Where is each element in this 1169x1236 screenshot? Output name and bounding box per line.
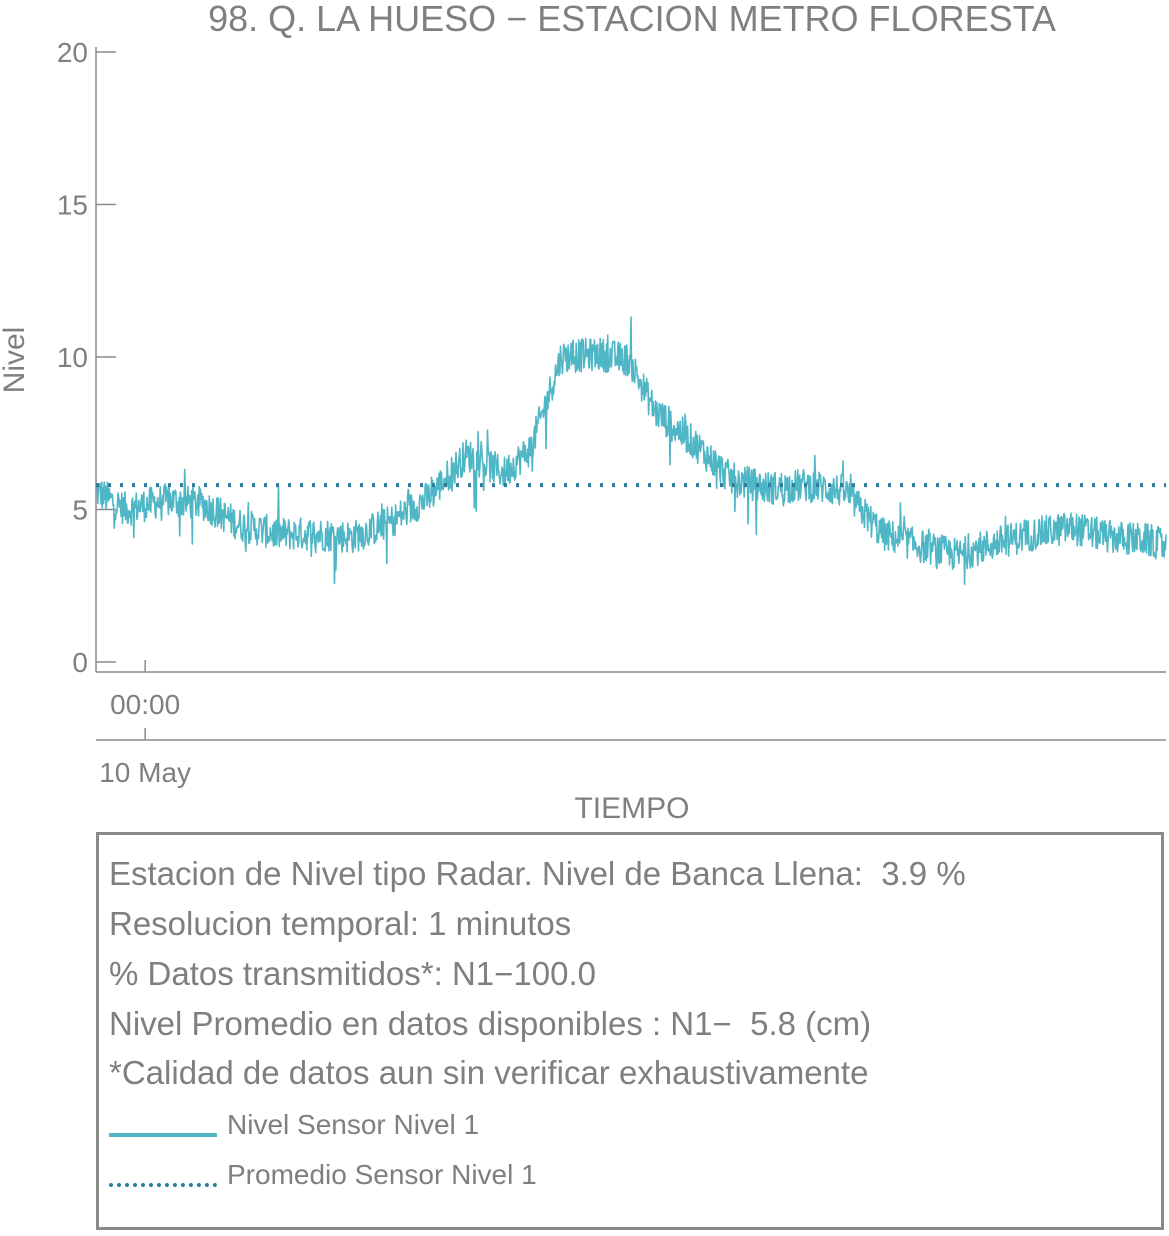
y-axis-label: Nivel — [0, 327, 31, 394]
x-axis-label: TIEMPO — [574, 792, 689, 825]
y-tick-label: 20 — [57, 37, 88, 68]
legend-swatch-average — [109, 1183, 217, 1187]
y-tick-label: 15 — [57, 190, 88, 221]
x-tick-label-date: 10 May — [99, 757, 191, 788]
y-tick-label: 0 — [72, 647, 88, 678]
series-line-nivel-sensor — [95, 316, 1167, 586]
level-chart: 98. Q. LA HUESO − ESTACION METRO FLOREST… — [0, 0, 1167, 825]
info-transmitted: % Datos transmitidos*: N1−100.0 — [109, 955, 596, 992]
x-tick-label-time: 00:00 — [110, 689, 180, 720]
info-station-type: Estacion de Nivel tipo Radar. Nivel de B… — [109, 855, 966, 892]
chart-title: 98. Q. LA HUESO − ESTACION METRO FLOREST… — [208, 0, 1056, 39]
axes: 0 5 10 15 20 00:00 10 May — [57, 37, 1166, 788]
info-box: Estacion de Nivel tipo Radar. Nivel de B… — [96, 832, 1164, 1230]
info-quality-note: *Calidad de datos aun sin verificar exha… — [109, 1054, 869, 1091]
legend-label-level: Nivel Sensor Nivel 1 — [227, 1109, 480, 1140]
legend-label-average: Promedio Sensor Nivel 1 — [227, 1159, 537, 1190]
info-resolution: Resolucion temporal: 1 minutos — [109, 905, 572, 942]
series-group — [95, 316, 1167, 586]
info-average: Nivel Promedio en datos disponibles : N1… — [109, 1005, 872, 1042]
y-tick-label: 5 — [72, 495, 88, 526]
legend-swatch-level — [109, 1133, 217, 1137]
y-tick-label: 10 — [57, 342, 88, 373]
